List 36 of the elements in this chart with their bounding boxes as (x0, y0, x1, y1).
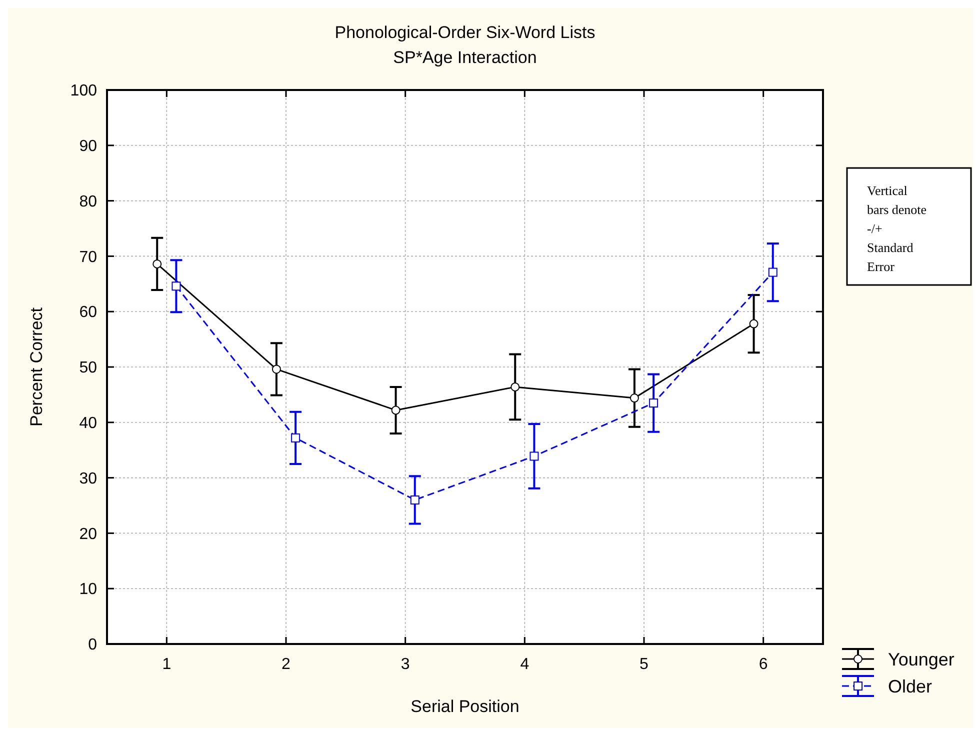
point (649, 398, 658, 408)
y-tick-label: 20 (79, 526, 98, 543)
y-tick-label: 90 (79, 138, 98, 155)
point (749, 319, 758, 328)
x-tick-label: 6 (758, 656, 768, 673)
y-tick-label: 10 (79, 581, 98, 598)
y-tick-label: 50 (79, 360, 98, 377)
text: Vertical bars denote -/+ Standard Error (867, 183, 927, 274)
x-axis-title: Serial Position (410, 697, 520, 716)
point (172, 282, 181, 291)
x-tick-label: 4 (520, 656, 530, 673)
x-tick-label: 2 (282, 656, 291, 673)
y-tick-label: 30 (79, 470, 98, 488)
x-tick-label: 1 (162, 656, 172, 673)
y-tick-label: 80 (79, 193, 98, 210)
chart-title: Phonological-Order Six-Word Lists (334, 23, 596, 42)
x-tick-label: 3 (400, 656, 410, 673)
x-tick-label: 5 (640, 656, 649, 673)
point (391, 406, 400, 415)
chart-subtitle: SP*Age Interaction (393, 48, 537, 67)
point (272, 364, 281, 374)
legend-label: Younger (888, 649, 954, 670)
point (768, 268, 778, 277)
point (530, 452, 539, 461)
y-tick-label: 0 (88, 636, 98, 654)
point (510, 382, 520, 392)
y-axis-title: Percent Correct (27, 307, 46, 427)
point (152, 259, 162, 268)
y-tick-label: 40 (79, 415, 98, 432)
y-tick-label: 100 (70, 82, 98, 100)
point (291, 433, 300, 442)
point (410, 495, 420, 504)
point (630, 394, 639, 403)
legend-label: Older (888, 676, 932, 696)
y-tick-label: 60 (79, 304, 98, 322)
y-tick-label: 70 (79, 248, 98, 266)
